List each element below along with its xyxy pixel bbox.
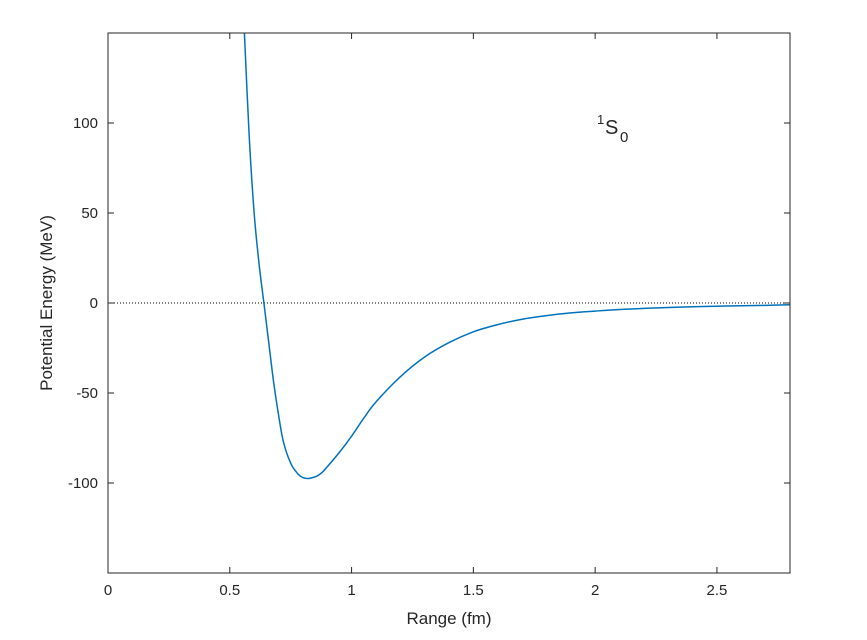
y-axis-label: Potential Energy (MeV) — [37, 215, 56, 391]
state-annotation: 1 S 0 — [597, 112, 628, 146]
x-tick-label: 1.5 — [463, 582, 484, 599]
y-ticks: -100 -50 0 50 100 — [68, 115, 790, 492]
annotation-superscript: 1 — [597, 112, 604, 127]
series-line-0 — [243, 33, 790, 480]
x-tick-label: 0 — [104, 582, 112, 599]
y-tick-label: -50 — [76, 385, 98, 402]
annotation-subscript: 0 — [620, 129, 628, 146]
y-tick-label: 100 — [73, 115, 98, 132]
x-tick-label: 0.5 — [219, 582, 240, 599]
y-tick-label: -100 — [68, 475, 98, 492]
x-ticks: 0 0.5 1 1.5 2 2.5 — [104, 33, 727, 599]
series-layer — [243, 33, 790, 480]
x-axis-label: Range (fm) — [406, 609, 491, 628]
y-tick-label: 50 — [81, 205, 98, 222]
x-tick-label: 2 — [591, 582, 599, 599]
x-tick-label: 1 — [347, 582, 355, 599]
y-tick-label: 0 — [90, 295, 98, 312]
annotation-main: S — [605, 117, 618, 139]
x-tick-label: 2.5 — [706, 582, 727, 599]
plot-area — [108, 33, 790, 573]
plot-background — [108, 33, 790, 573]
